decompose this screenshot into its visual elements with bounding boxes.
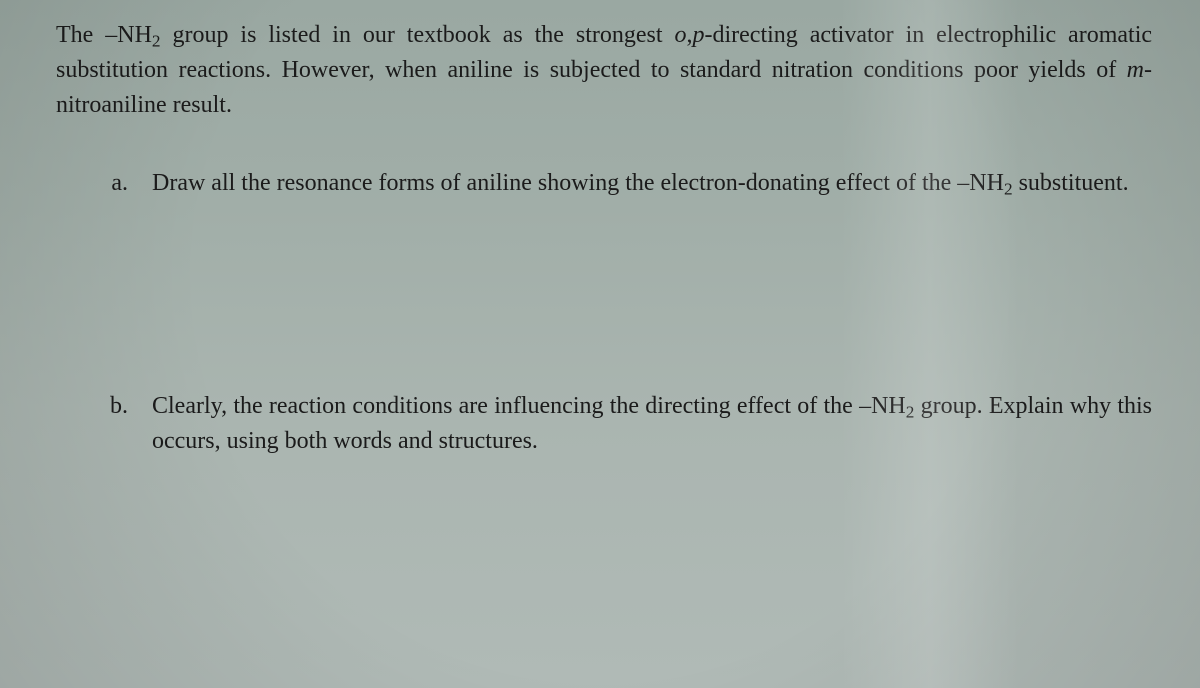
text: –NH bbox=[859, 393, 906, 419]
nh2-group: –NH2 bbox=[105, 22, 160, 48]
sub-question-b: b. Clearly, the reaction conditions are … bbox=[104, 389, 1152, 459]
sub-question-list: a. Draw all the resonance forms of anili… bbox=[104, 166, 1152, 458]
text: –NH bbox=[105, 22, 152, 48]
meta-italic: m bbox=[1127, 57, 1144, 83]
sub-question-a: a. Draw all the resonance forms of anili… bbox=[104, 166, 1152, 201]
subscript: 2 bbox=[152, 31, 161, 50]
page: The –NH2 group is listed in our textbook… bbox=[0, 0, 1200, 688]
text: group is listed in our textbook as the s… bbox=[161, 22, 675, 48]
text: –NH bbox=[957, 170, 1004, 196]
ortho-italic: o bbox=[674, 22, 686, 48]
nh2-group: –NH2 bbox=[957, 170, 1012, 196]
nh2-group: –NH2 bbox=[859, 393, 914, 419]
text: The bbox=[56, 22, 105, 48]
text: Clearly, the reaction conditions are inf… bbox=[152, 393, 859, 419]
list-marker: b. bbox=[104, 389, 128, 459]
para-italic: p bbox=[692, 22, 704, 48]
text: Draw all the resonance forms of aniline … bbox=[152, 170, 957, 196]
question-text: Clearly, the reaction conditions are inf… bbox=[152, 389, 1152, 459]
subscript: 2 bbox=[1004, 180, 1013, 199]
list-marker: a. bbox=[104, 166, 128, 201]
question-stem: The –NH2 group is listed in our textbook… bbox=[56, 18, 1152, 122]
text: substituent. bbox=[1013, 170, 1129, 196]
question-text: Draw all the resonance forms of aniline … bbox=[152, 166, 1152, 201]
